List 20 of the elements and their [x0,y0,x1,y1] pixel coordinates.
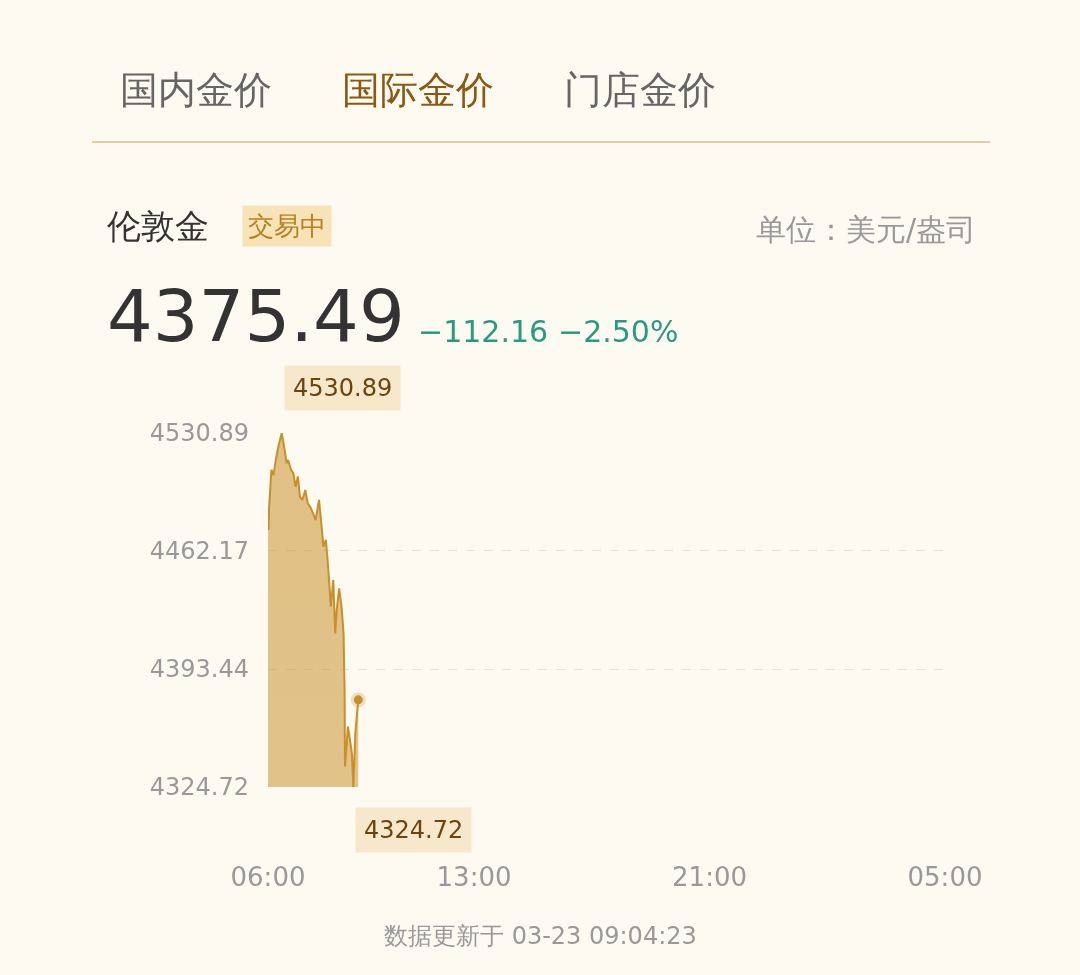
text: −112.16 [418,314,549,349]
text: 国内金价 [120,68,272,112]
x-tick-label: 06:00 [230,862,306,892]
text: −2.50% [558,314,679,349]
text: 4375.49 [107,274,405,358]
text: 国际金价 [342,68,494,112]
y-tick-label: 4324.72 [149,773,249,802]
chart-title: 伦敦金 [107,206,209,246]
text: 数据更新于 03-23 09:04:23 [384,922,697,950]
annotation: 4324.72 [364,816,464,844]
y-tick-label: 4462.17 [149,537,249,566]
text: 门店金价 [564,68,716,112]
x-tick-label: 21:00 [672,862,747,892]
y-tick-label: 4530.89 [149,419,249,448]
text: 单位：美元/盎司 [756,212,977,247]
x-tick-label: 05:00 [907,862,983,892]
x-tick-label: 13:00 [436,862,512,892]
annotation: 4530.89 [293,374,393,402]
y-tick-label: 4393.44 [149,655,249,684]
text: 交易中 [248,211,326,241]
